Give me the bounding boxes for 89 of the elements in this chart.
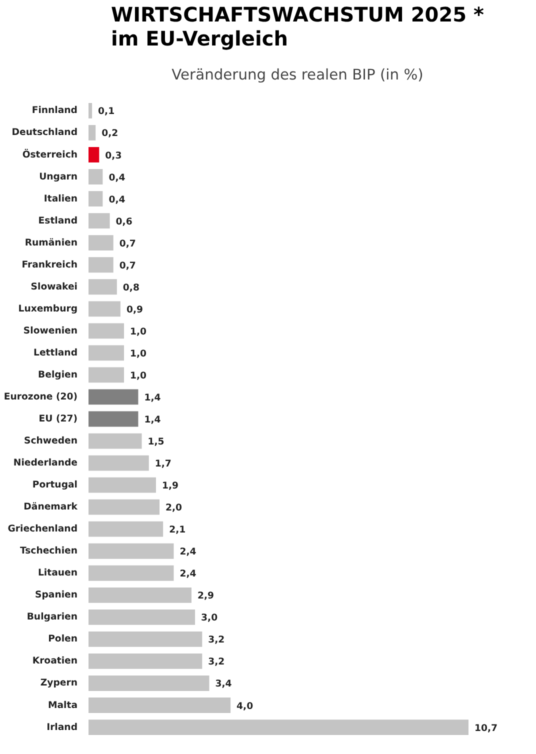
bar [88, 125, 96, 140]
chart-title: WIRTSCHAFTSWACHSTUM 2025 * im EU-Vergleich [111, 2, 485, 50]
y-tick-label: Luxemburg [18, 303, 78, 314]
bar [88, 367, 124, 383]
data-label: 0,2 [102, 128, 118, 140]
y-tick-label: Österreich [22, 148, 78, 160]
bar [88, 609, 196, 625]
data-label: 1,0 [130, 326, 148, 338]
data-label: 0,3 [105, 150, 122, 162]
data-label: 1,4 [144, 392, 162, 404]
data-label: 1,4 [144, 414, 162, 426]
data-label: 1,9 [162, 480, 179, 492]
y-tick-label: Schweden [24, 436, 78, 447]
bar [88, 323, 124, 339]
data-label: 2,4 [180, 568, 197, 580]
y-tick-label: Ungarn [39, 171, 78, 182]
bar [88, 499, 160, 515]
bar [88, 301, 120, 317]
y-tick-label: Niederlande [13, 458, 78, 469]
bar [88, 345, 124, 361]
y-tick-label: Tschechien [20, 546, 78, 557]
data-label: 10,7 [474, 722, 498, 734]
y-tick-label: Griechenland [8, 524, 78, 535]
bar [88, 654, 202, 669]
bar [88, 455, 149, 471]
bar [88, 477, 156, 493]
y-tick-label: Slowakei [30, 281, 78, 292]
bar [88, 543, 174, 559]
y-tick-label: Eurozone (20) [4, 391, 78, 402]
bar [88, 103, 92, 118]
bar [88, 389, 138, 405]
y-tick-label: Spanien [35, 590, 78, 601]
y-tick-label: Dänemark [24, 502, 78, 513]
data-label: 3,0 [201, 612, 218, 624]
data-label: 1,7 [154, 458, 172, 470]
bar [88, 433, 142, 449]
y-tick-label: Estland [38, 215, 78, 226]
y-tick-label: Rumänien [24, 237, 78, 248]
bar [88, 521, 164, 537]
data-label: 0,6 [116, 216, 132, 228]
bar [88, 698, 231, 713]
bar [88, 213, 110, 229]
data-label: 1,5 [148, 436, 164, 448]
data-label: 4,0 [236, 700, 254, 712]
y-tick-label: Belgien [38, 369, 78, 380]
y-tick-label: Lettland [34, 347, 78, 358]
y-tick-label: Kroatien [32, 656, 78, 667]
data-label: 2,0 [166, 502, 183, 514]
data-label: 2,4 [180, 546, 197, 558]
bar [88, 235, 114, 251]
chart-subtitle: Veränderung des realen BIP (in %) [172, 66, 424, 84]
data-label: 3,2 [208, 634, 225, 646]
data-label: 1,0 [130, 348, 148, 360]
data-label: 1,0 [130, 370, 148, 382]
data-label: 2,9 [197, 590, 214, 602]
data-label: 0,8 [122, 282, 140, 294]
y-tick-label: Italien [44, 193, 78, 204]
data-label: 0,7 [119, 260, 136, 272]
y-tick-label: Irland [46, 722, 78, 733]
bar [88, 676, 210, 691]
bar [88, 169, 103, 184]
data-label: 3,4 [215, 678, 232, 690]
y-tick-label: Slowenien [23, 325, 78, 336]
y-tick-label: Finnland [32, 105, 78, 116]
bar [88, 587, 192, 603]
y-tick-label: Bulgarien [26, 612, 78, 623]
data-label: 0,7 [119, 238, 136, 250]
data-label: 0,4 [108, 194, 126, 206]
bar [88, 720, 468, 735]
y-tick-label: Frankreich [22, 259, 78, 270]
y-tick-label: Malta [48, 700, 78, 711]
bar [88, 279, 117, 295]
y-tick-label: Portugal [32, 480, 78, 491]
y-tick-label: Polen [48, 634, 78, 645]
data-label: 0,9 [126, 304, 143, 316]
bar [88, 257, 114, 273]
y-tick-label: Litauen [38, 568, 78, 579]
y-tick-label: Deutschland [12, 127, 78, 138]
bar [88, 191, 103, 206]
bar [88, 632, 202, 647]
data-label: 0,4 [108, 172, 126, 184]
y-tick-label: Zypern [40, 678, 78, 689]
data-label: 3,2 [208, 656, 225, 668]
bar [88, 411, 138, 427]
data-label: 0,1 [98, 106, 115, 118]
y-tick-label: EU (27) [38, 414, 78, 424]
data-label: 2,1 [169, 524, 186, 536]
bar [88, 565, 174, 581]
bar [88, 147, 100, 162]
